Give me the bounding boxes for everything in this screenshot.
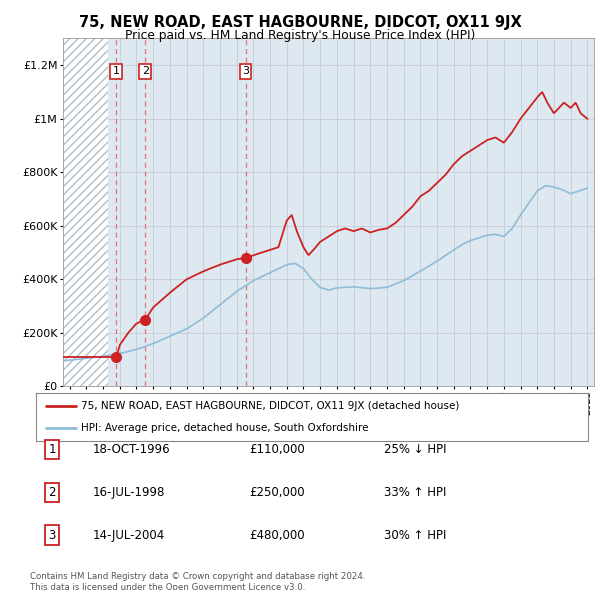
Text: 25% ↓ HPI: 25% ↓ HPI xyxy=(384,443,446,456)
Text: 18-OCT-1996: 18-OCT-1996 xyxy=(93,443,170,456)
Text: £110,000: £110,000 xyxy=(249,443,305,456)
Text: 3: 3 xyxy=(242,67,249,77)
Text: 2: 2 xyxy=(49,486,56,499)
Text: 75, NEW ROAD, EAST HAGBOURNE, DIDCOT, OX11 9JX (detached house): 75, NEW ROAD, EAST HAGBOURNE, DIDCOT, OX… xyxy=(81,401,460,411)
Text: This data is licensed under the Open Government Licence v3.0.: This data is licensed under the Open Gov… xyxy=(30,583,305,590)
Text: 1: 1 xyxy=(113,67,120,77)
Text: £250,000: £250,000 xyxy=(249,486,305,499)
Text: 33% ↑ HPI: 33% ↑ HPI xyxy=(384,486,446,499)
Text: 30% ↑ HPI: 30% ↑ HPI xyxy=(384,529,446,542)
Text: Price paid vs. HM Land Registry's House Price Index (HPI): Price paid vs. HM Land Registry's House … xyxy=(125,29,475,42)
Text: 3: 3 xyxy=(49,529,56,542)
Text: HPI: Average price, detached house, South Oxfordshire: HPI: Average price, detached house, Sout… xyxy=(81,423,369,433)
Text: 2: 2 xyxy=(142,67,149,77)
Bar xyxy=(63,38,108,386)
Text: 16-JUL-1998: 16-JUL-1998 xyxy=(93,486,166,499)
Text: 1: 1 xyxy=(49,443,56,456)
Text: 14-JUL-2004: 14-JUL-2004 xyxy=(93,529,165,542)
Text: 75, NEW ROAD, EAST HAGBOURNE, DIDCOT, OX11 9JX: 75, NEW ROAD, EAST HAGBOURNE, DIDCOT, OX… xyxy=(79,15,521,30)
Text: Contains HM Land Registry data © Crown copyright and database right 2024.: Contains HM Land Registry data © Crown c… xyxy=(30,572,365,581)
Text: £480,000: £480,000 xyxy=(249,529,305,542)
